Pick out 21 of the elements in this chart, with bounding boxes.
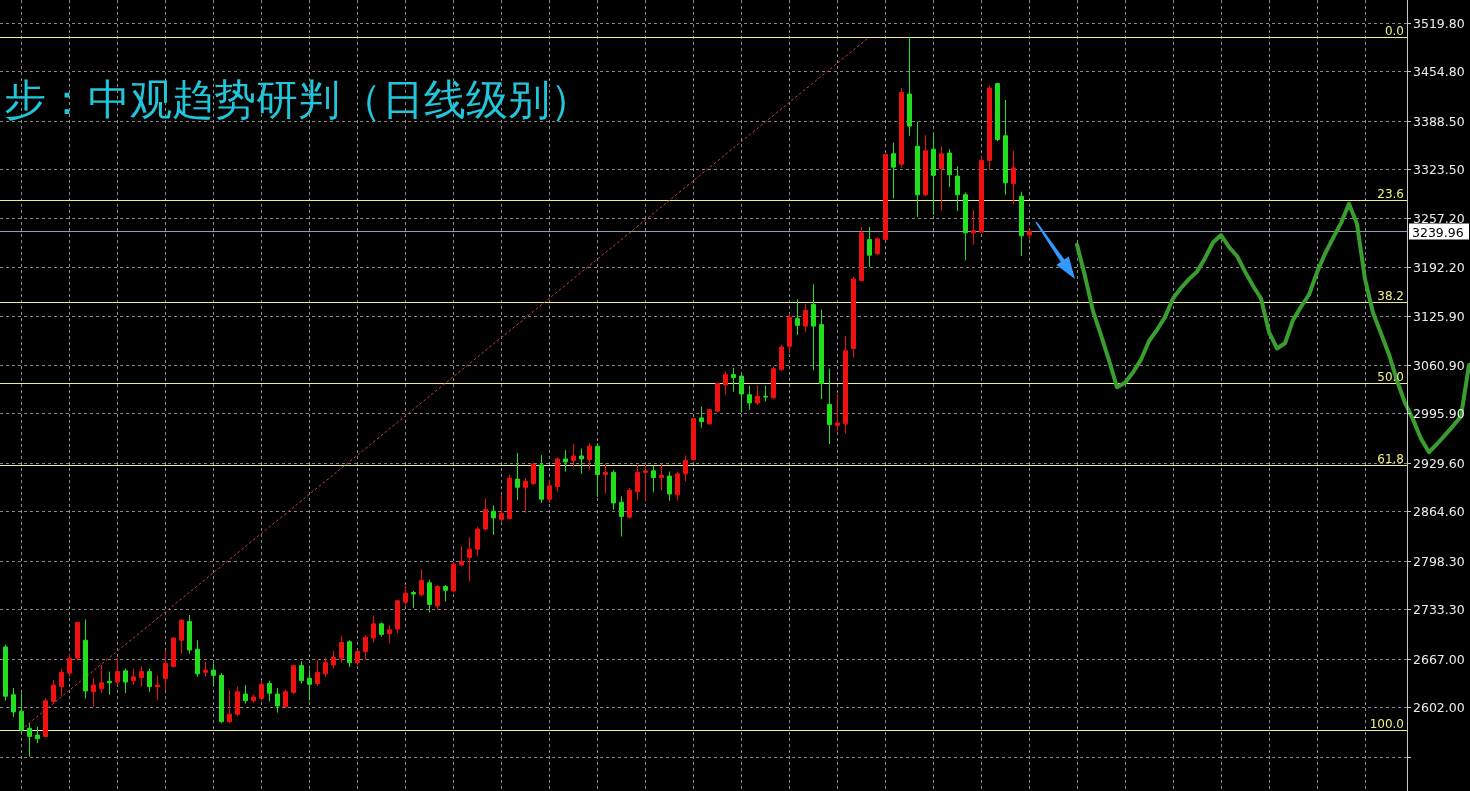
y-tick-label: 3519.80 [1413,16,1465,31]
y-tick-label: 2864.60 [1413,504,1465,519]
y-tick-label: 2929.60 [1413,456,1465,471]
ref-line-label: 38.2 [1377,288,1404,303]
y-tick-label: 2733.30 [1413,602,1465,617]
y-tick-label: 3192.20 [1413,260,1465,275]
y-tick-label: 3454.80 [1413,64,1465,79]
ref-line-label: 100.0 [1369,716,1404,731]
y-tick-label: 3323.50 [1413,162,1465,177]
y-tick-label: 2667.00 [1413,652,1465,667]
ref-line-label: 23.6 [1377,186,1404,201]
ref-line-label: 0.0 [1384,23,1404,38]
ref-line-label: 3239.96 [1412,224,1464,240]
title: 步：中观趋势研判（日线级别） [4,75,592,124]
y-tick-label: 2798.30 [1413,554,1465,569]
y-tick-label: 3060.90 [1413,358,1465,373]
y-tick-label: 2602.00 [1413,700,1465,715]
y-tick-label: 3257.20 [1413,211,1465,226]
y-tick-label: 3388.50 [1413,114,1465,129]
y-tick-label: 3125.90 [1413,309,1465,324]
ref-line-label: 61.8 [1377,451,1404,466]
